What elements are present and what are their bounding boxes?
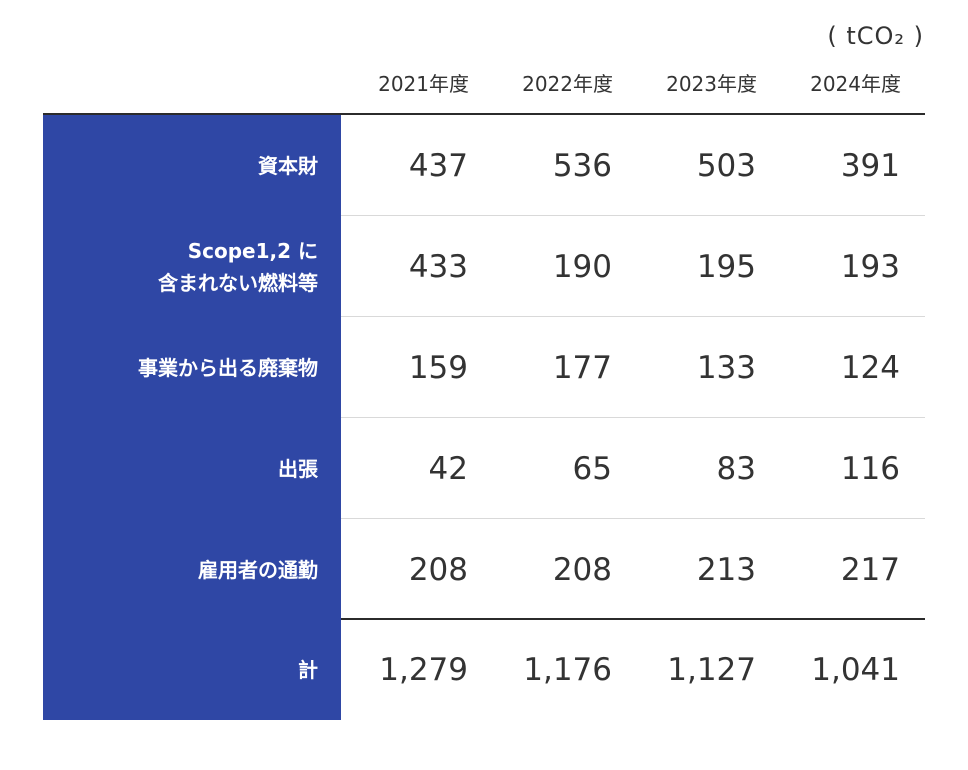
- value-2021: 208: [408, 551, 468, 588]
- value-2022: 190: [552, 248, 612, 285]
- year-header-2024: 2024年度: [810, 72, 901, 96]
- value-2022: 177: [552, 349, 612, 386]
- row-divider: [341, 316, 925, 317]
- row-label: 出張: [43, 418, 318, 519]
- value-2024: 1,041: [811, 652, 900, 688]
- header-rule: [43, 113, 925, 115]
- row-label-line: 資本財: [258, 153, 318, 178]
- value-2023: 213: [696, 551, 756, 588]
- value-2022: 536: [552, 147, 612, 184]
- row-label: 計: [43, 620, 318, 720]
- table-row-fuel: Scope1,2 に 含まれない燃料等 433 190 195 193: [43, 216, 925, 317]
- table-row-business-travel: 出張 42 65 83 116: [43, 418, 925, 519]
- value-2023: 133: [696, 349, 756, 386]
- value-2021: 159: [408, 349, 468, 386]
- row-divider: [341, 215, 925, 216]
- row-label-line: 出張: [278, 456, 318, 481]
- table-row-waste: 事業から出る廃棄物 159 177 133 124: [43, 317, 925, 418]
- year-header-2022: 2022年度: [522, 72, 613, 96]
- value-2023: 1,127: [667, 652, 756, 688]
- row-label: 事業から出る廃棄物: [43, 317, 318, 418]
- value-2024: 217: [840, 551, 900, 588]
- value-2022: 208: [552, 551, 612, 588]
- value-2023: 83: [716, 450, 756, 487]
- row-label: 雇用者の通勤: [43, 519, 318, 620]
- value-2021: 433: [408, 248, 468, 285]
- row-label-line: 含まれない燃料等: [158, 270, 318, 295]
- table-row-commuting: 雇用者の通勤 208 208 213 217: [43, 519, 925, 620]
- row-divider: [341, 518, 925, 519]
- year-header-2023: 2023年度: [666, 72, 757, 96]
- row-label-line: 事業から出る廃棄物: [138, 355, 318, 380]
- row-label: 資本財: [43, 115, 318, 216]
- unit-label: ( tCO₂ ): [827, 22, 924, 50]
- row-label-line: 計: [298, 658, 318, 682]
- value-2024: 116: [840, 450, 900, 487]
- table-row-capital-goods: 資本財 437 536 503 391: [43, 115, 925, 216]
- value-2024: 124: [840, 349, 900, 386]
- value-2023: 195: [696, 248, 756, 285]
- value-2022: 1,176: [523, 652, 612, 688]
- value-2021: 437: [408, 147, 468, 184]
- value-2022: 65: [572, 450, 612, 487]
- value-2023: 503: [696, 147, 756, 184]
- label-column-background: [43, 115, 341, 720]
- value-2021: 1,279: [379, 652, 468, 688]
- year-header-2021: 2021年度: [378, 72, 469, 96]
- value-2024: 391: [840, 147, 900, 184]
- row-label-line: 雇用者の通勤: [198, 557, 318, 582]
- value-2024: 193: [840, 248, 900, 285]
- value-2021: 42: [428, 450, 468, 487]
- total-divider: [341, 618, 925, 620]
- row-label: Scope1,2 に 含まれない燃料等: [43, 216, 318, 317]
- table-row-total: 計 1,279 1,176 1,127 1,041: [43, 620, 925, 720]
- row-divider: [341, 417, 925, 418]
- row-label-line: Scope1,2 に: [187, 238, 318, 263]
